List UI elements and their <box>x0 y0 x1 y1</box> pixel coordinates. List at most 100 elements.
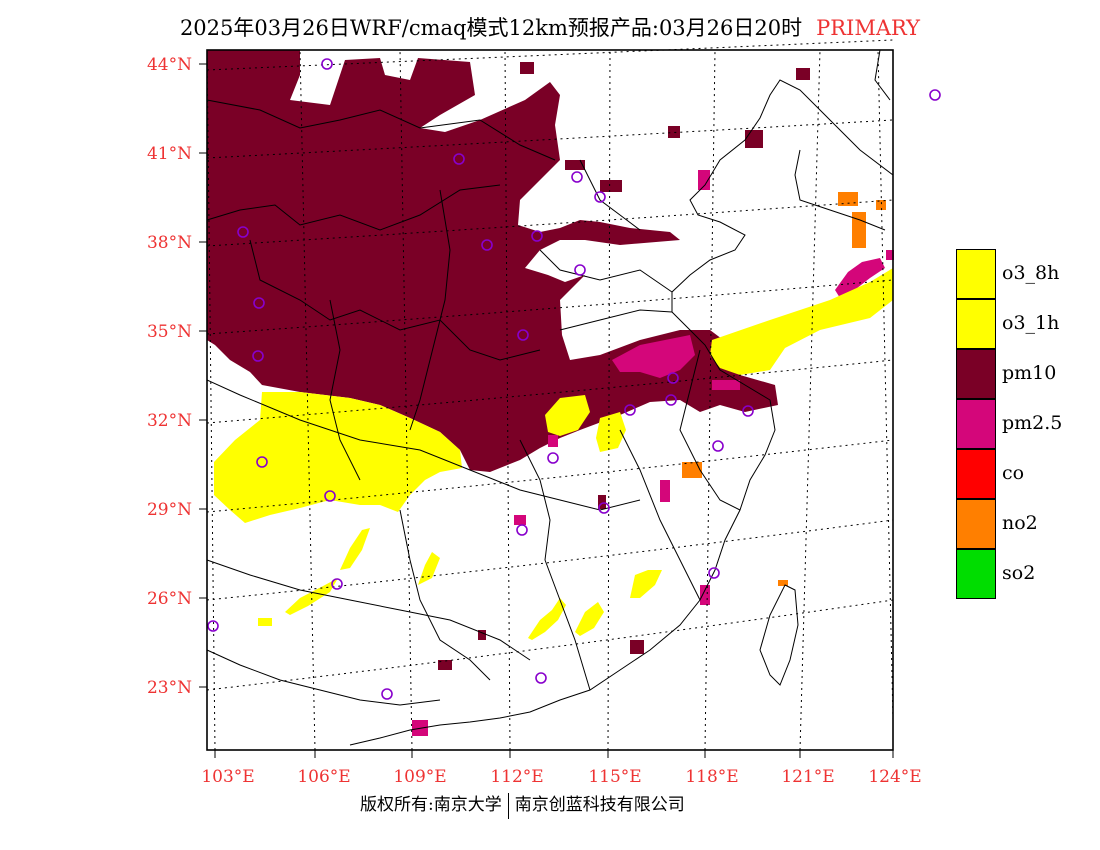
station-marker <box>574 264 586 276</box>
pm10-patch <box>438 660 452 670</box>
station-marker <box>929 89 941 101</box>
coastline <box>349 79 894 746</box>
station-marker <box>207 620 219 632</box>
meridian-109 <box>399 49 413 751</box>
o3-region-central <box>545 395 590 436</box>
lon-label: 112°E <box>490 767 543 787</box>
lat-label: 29°N <box>147 500 192 520</box>
lat-label: 41°N <box>147 144 192 164</box>
no2-patch <box>682 462 702 478</box>
station-marker <box>531 230 543 242</box>
legend-swatch <box>956 249 996 299</box>
pm25-patch <box>698 170 710 190</box>
province-line <box>206 379 641 511</box>
station-marker <box>324 490 336 502</box>
station-marker <box>547 452 559 464</box>
station-marker <box>535 672 547 684</box>
station-marker <box>516 524 528 536</box>
copyright-footer: 版权所有:南京大学 南京创蓝科技有限公司 <box>360 790 685 819</box>
legend-swatch <box>956 349 996 399</box>
station-marker <box>453 153 465 165</box>
station-marker <box>256 456 268 468</box>
station-marker <box>481 239 493 251</box>
legend-label: no2 <box>1002 512 1038 534</box>
station-marker <box>571 171 583 183</box>
parallel-32 <box>206 359 894 424</box>
o3-streak <box>340 528 370 570</box>
station-markers <box>207 58 941 700</box>
pm25-patch <box>660 480 670 502</box>
station-marker <box>712 440 724 452</box>
meridian-103 <box>206 49 216 751</box>
province-line <box>579 159 641 231</box>
station-marker <box>381 688 393 700</box>
lon-label: 106°E <box>297 767 350 787</box>
pm25-patch <box>700 585 710 605</box>
lon-ticks <box>214 750 894 758</box>
station-marker <box>624 404 636 416</box>
lon-labels: 103°E 106°E 109°E 112°E 115°E 118°E 121°… <box>201 767 921 787</box>
no2-patch <box>876 200 886 210</box>
lon-label: 121°E <box>781 767 834 787</box>
legend-swatch <box>956 499 996 549</box>
pm10-patch <box>598 495 606 509</box>
station-marker <box>321 58 333 70</box>
map-frame <box>206 49 894 751</box>
meridian-112 <box>504 49 511 751</box>
lat-label: 23°N <box>147 678 192 698</box>
legend-item-no2: no2 <box>956 499 1096 549</box>
legend-label: so2 <box>1002 562 1036 584</box>
province-line <box>206 99 556 161</box>
pm10-patch <box>520 62 534 74</box>
legend-swatch <box>956 549 996 599</box>
pm10-patch <box>565 160 585 170</box>
o3-streak <box>418 552 440 585</box>
province-line <box>874 49 891 101</box>
parallel-35 <box>206 279 894 335</box>
taiwan-outline <box>759 584 799 686</box>
pm25-patch <box>548 435 558 447</box>
lat-label: 35°N <box>147 322 192 342</box>
station-marker <box>331 578 343 590</box>
parallel-44 <box>206 39 894 71</box>
o3-streak <box>528 598 566 640</box>
parallel-29 <box>206 439 894 513</box>
legend-item-o3-1h: o3_1h <box>956 299 1096 349</box>
pm25-region-coast <box>835 258 885 298</box>
pm10-patch <box>668 126 680 138</box>
lat-label: 26°N <box>147 589 192 609</box>
meridian-106 <box>299 49 316 751</box>
legend-label: o3_1h <box>1002 312 1060 334</box>
pm10-patch <box>745 130 763 148</box>
province-line <box>329 299 361 481</box>
o3-streak <box>630 570 662 598</box>
province-line <box>559 309 673 331</box>
legend-item-o3-8h: o3_8h <box>956 249 1096 299</box>
title-main: 2025年03月26日WRF/cmaq模式12km预报产品:03月26日20时 <box>179 16 803 40</box>
parallel-26 <box>206 519 894 601</box>
legend-swatch <box>956 299 996 349</box>
pm10-patch <box>210 255 224 269</box>
legend-item-pm10: pm10 <box>956 349 1096 399</box>
lon-label: 118°E <box>685 767 738 787</box>
pm10-patch <box>600 180 622 192</box>
pm25-patch <box>514 515 526 525</box>
legend-swatch <box>956 449 996 499</box>
station-marker <box>253 297 265 309</box>
province-line <box>519 439 591 691</box>
lat-ticks <box>199 63 207 688</box>
province-line <box>539 249 673 293</box>
province-line <box>206 559 531 661</box>
province-line <box>249 239 541 361</box>
legend-swatch <box>956 399 996 449</box>
lon-label: 115°E <box>588 767 641 787</box>
station-marker <box>252 350 264 362</box>
province-line <box>206 184 501 231</box>
o3-region-coast <box>710 268 893 375</box>
no2-patch <box>778 580 788 586</box>
station-marker <box>742 405 754 417</box>
meridian-118 <box>704 49 716 751</box>
station-marker <box>708 567 720 579</box>
station-marker <box>237 226 249 238</box>
station-marker <box>594 191 606 203</box>
